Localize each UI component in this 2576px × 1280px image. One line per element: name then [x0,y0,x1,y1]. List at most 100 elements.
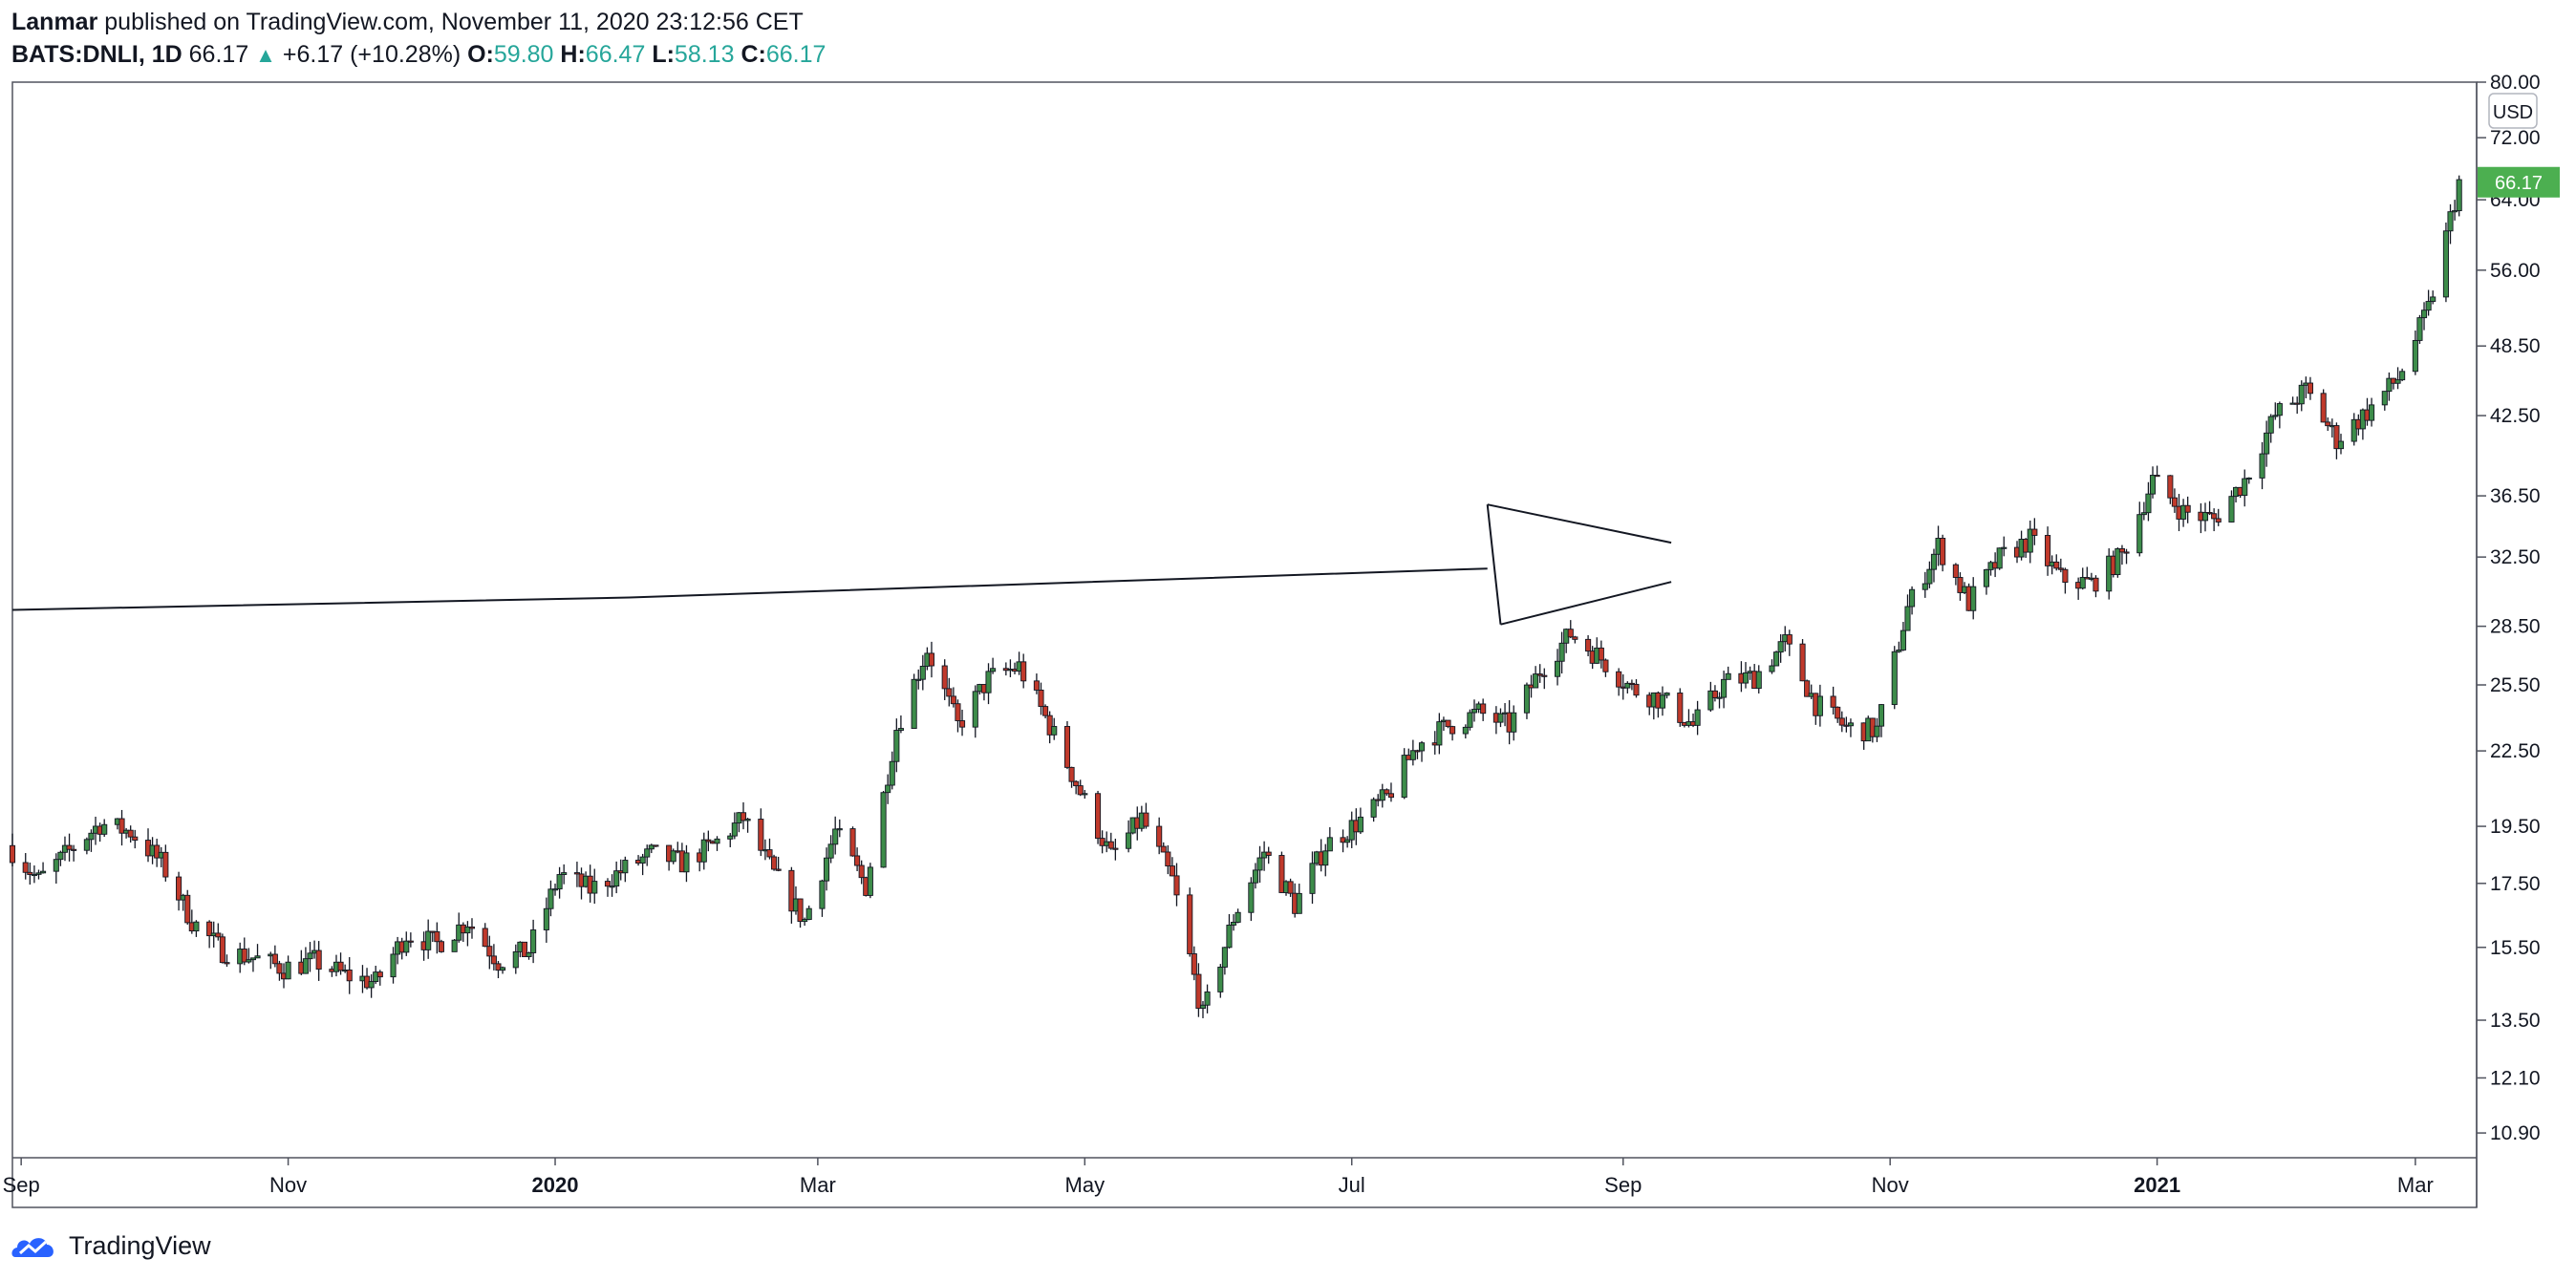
candle [315,941,322,981]
candle [1773,651,1780,667]
low-label: L: [652,41,675,68]
candle [154,839,161,867]
candle [1616,668,1622,696]
candle [1046,711,1053,744]
candle [1418,740,1426,762]
candle [1558,631,1565,674]
candle [337,952,344,975]
candle [1173,863,1180,907]
candle [758,808,764,857]
candle [771,854,778,871]
close-label: C: [741,41,766,68]
candle [2154,465,2160,478]
candle [1554,649,1561,686]
candle [889,751,895,790]
time-axis[interactable]: Sep Nov 2020 Mar May Jul Sep Nov 2021 Mar [3,1158,2434,1197]
candle [1480,698,1487,721]
candle [2031,518,2038,545]
candle [1598,640,1604,669]
candle [1401,748,1407,800]
candle [2267,414,2274,443]
tradingview-branding[interactable]: TradingView [10,1228,211,1263]
candle [849,826,856,857]
candle [1921,571,1928,598]
candle [1523,682,1531,719]
plot-frame [11,81,2478,1208]
candle [376,970,383,986]
y-tick-label: 15.50 [2490,937,2541,959]
candle [990,657,997,674]
candle [911,673,917,729]
candle [302,947,309,974]
candle [512,944,519,974]
candle [2211,508,2218,532]
candle [1436,713,1443,755]
candle [2084,566,2091,580]
candle [66,833,73,862]
candle [1387,782,1395,802]
candle [2337,434,2345,455]
trend-line[interactable] [1500,581,1672,626]
candle [2228,490,2235,523]
candle [1265,846,1272,864]
candle [946,677,953,707]
candle [88,829,95,852]
candle [27,863,33,885]
author-name[interactable]: Lanmar [11,9,98,35]
tradingview-brand: TradingView [69,1230,211,1260]
symbol-label: BATS:DNLI, 1D [11,41,182,68]
candle [1694,700,1701,736]
candle [1051,717,1058,740]
candle [2420,302,2428,331]
candle [2145,481,2152,522]
trendline-drawings[interactable] [11,503,1672,626]
candle [495,960,502,979]
candle [1217,964,1224,998]
candle [2386,372,2393,401]
y-tick-label: 13.50 [2490,1010,2541,1032]
currency-badge[interactable]: USD [2488,93,2538,129]
candle [1786,629,1792,656]
candle [1926,561,1933,588]
candle [434,922,440,954]
candle [700,832,707,870]
candle [2093,575,2099,598]
candle [547,880,554,917]
price-chart[interactable]: 80.0072.0064.0056.0048.5042.5036.5032.50… [0,0,2576,1223]
candle [2399,368,2406,382]
candle [2062,567,2069,594]
candle [468,918,476,939]
candle [823,847,830,891]
candle [1602,658,1609,677]
y-tick-label: 72.00 [2490,127,2541,149]
candle [1536,664,1543,683]
candle [950,687,956,708]
y-tick-label: 42.50 [2490,405,2541,427]
candle [1379,783,1385,808]
candle [1252,863,1259,889]
candle [1126,820,1132,853]
candle [941,659,948,700]
y-tick-label: 32.50 [2490,546,2541,568]
candle [1020,653,1027,689]
candle [1585,635,1592,657]
candle [407,932,414,948]
trend-line[interactable] [11,567,1488,611]
candle [285,955,291,980]
candle [880,790,887,868]
candle [1677,688,1684,727]
candle [2118,544,2126,565]
candle [2442,222,2449,303]
trend-line[interactable] [1487,503,1672,544]
candle [2140,501,2147,521]
candle [246,948,252,964]
candle [2045,526,2051,576]
candle [788,866,795,924]
trend-line[interactable] [1486,504,1502,625]
candle [551,884,559,896]
chart-header: Lanmar published on TradingView.com, Nov… [11,6,826,71]
price-axis[interactable]: 80.0072.0064.0056.0048.5042.5036.5032.50… [2477,72,2541,1144]
candle [83,837,90,855]
candle [1755,665,1762,693]
candle-series [9,175,2462,1018]
